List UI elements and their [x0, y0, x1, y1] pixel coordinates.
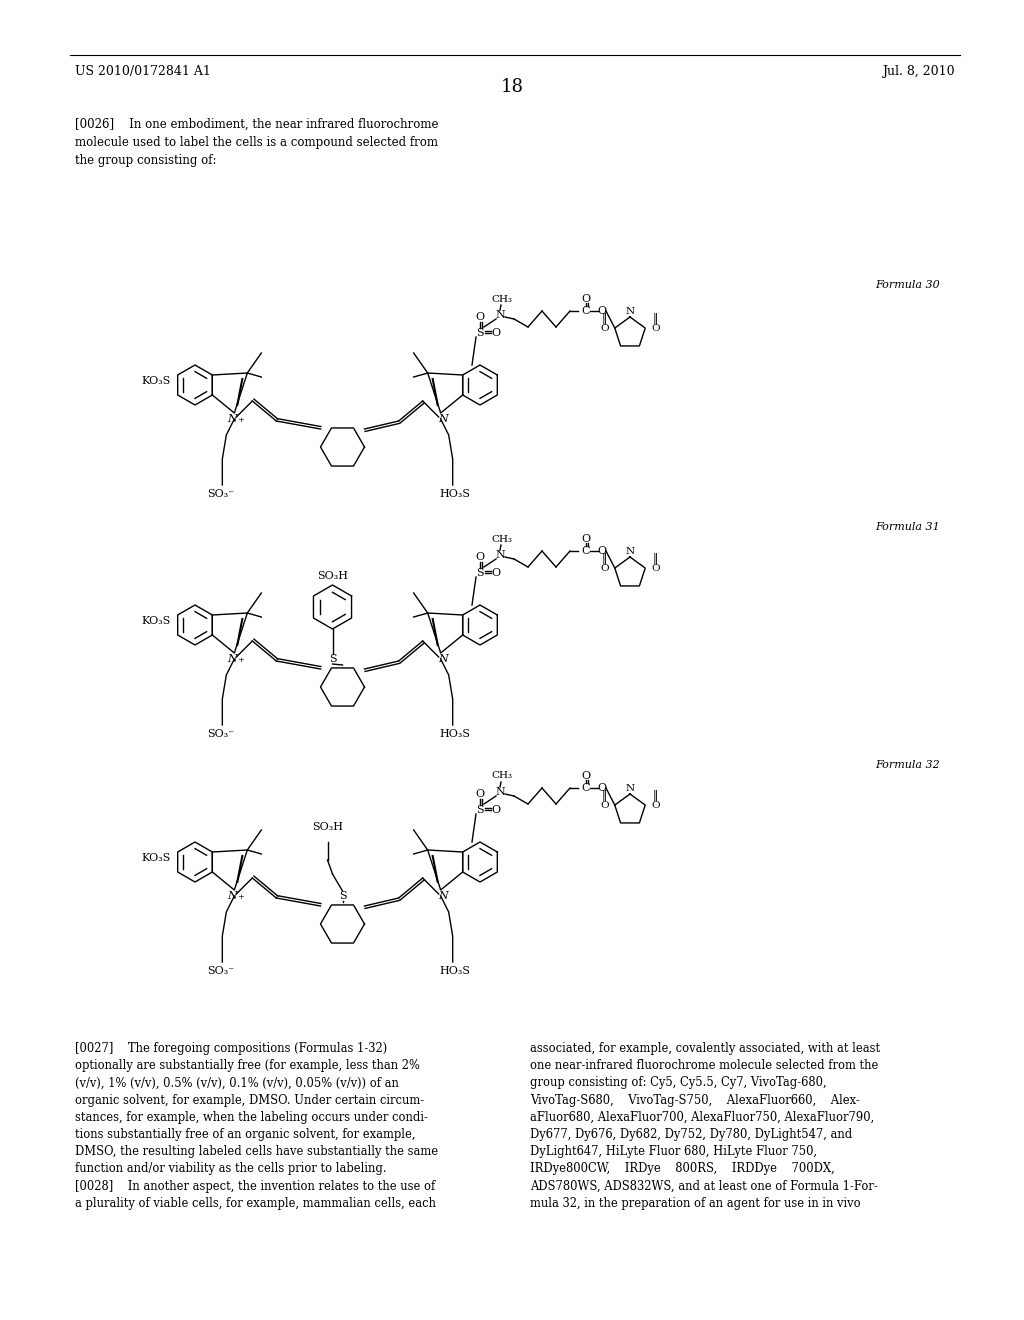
Text: N: N	[626, 784, 635, 793]
Text: N: N	[227, 414, 238, 424]
Text: ‖: ‖	[602, 789, 607, 801]
Text: C: C	[582, 546, 590, 556]
Text: SO₃⁻: SO₃⁻	[207, 966, 233, 975]
Text: S: S	[476, 805, 483, 814]
Text: S: S	[476, 327, 483, 338]
Text: US 2010/0172841 A1: US 2010/0172841 A1	[75, 65, 211, 78]
Text: 18: 18	[501, 78, 523, 96]
Text: O: O	[492, 805, 501, 814]
Text: Formula 31: Formula 31	[876, 521, 940, 532]
Text: N: N	[438, 891, 447, 902]
Text: C: C	[582, 306, 590, 315]
Text: N: N	[496, 310, 505, 319]
Text: KO₃S: KO₃S	[141, 376, 171, 385]
Text: O: O	[475, 552, 484, 562]
Text: O: O	[597, 783, 606, 793]
Text: ‖: ‖	[652, 552, 658, 564]
Text: O: O	[582, 771, 591, 781]
Text: O: O	[600, 800, 609, 809]
Text: O: O	[597, 306, 606, 315]
Text: S: S	[476, 568, 483, 578]
Text: +: +	[237, 656, 244, 664]
Text: HO₃S: HO₃S	[439, 966, 470, 975]
Text: N: N	[227, 653, 238, 664]
Text: N: N	[626, 308, 635, 315]
Text: SO₃H: SO₃H	[317, 572, 348, 581]
Text: Jul. 8, 2010: Jul. 8, 2010	[883, 65, 955, 78]
Text: associated, for example, covalently associated, with at least
one near-infrared : associated, for example, covalently asso…	[530, 1041, 880, 1210]
Text: S: S	[339, 891, 346, 902]
Text: +: +	[237, 416, 244, 424]
Text: O: O	[651, 800, 659, 809]
Text: Formula 32: Formula 32	[876, 760, 940, 770]
Text: N: N	[496, 787, 505, 797]
Text: O: O	[600, 323, 609, 333]
Text: SO₃⁻: SO₃⁻	[207, 729, 233, 739]
Text: O: O	[492, 327, 501, 338]
Text: KO₃S: KO₃S	[141, 616, 171, 626]
Text: O: O	[600, 564, 609, 573]
Text: O: O	[597, 546, 606, 556]
Text: CH₃: CH₃	[492, 771, 512, 780]
Text: SO₃⁻: SO₃⁻	[207, 488, 233, 499]
Text: N: N	[227, 891, 238, 902]
Text: N: N	[626, 546, 635, 556]
Text: +: +	[237, 894, 244, 902]
Text: ‖: ‖	[652, 313, 658, 323]
Text: O: O	[475, 312, 484, 322]
Text: O: O	[492, 568, 501, 578]
Text: O: O	[651, 323, 659, 333]
Text: N: N	[496, 550, 505, 560]
Text: ‖: ‖	[602, 552, 607, 564]
Text: HO₃S: HO₃S	[439, 488, 470, 499]
Text: Formula 30: Formula 30	[876, 280, 940, 290]
Text: ‖: ‖	[602, 313, 607, 323]
Text: [0027]    The foregoing compositions (Formulas 1-32)
optionally are substantiall: [0027] The foregoing compositions (Formu…	[75, 1041, 438, 1210]
Text: SO₃H: SO₃H	[312, 822, 343, 832]
Text: HO₃S: HO₃S	[439, 729, 470, 739]
Text: N: N	[438, 653, 447, 664]
Text: ‖: ‖	[652, 789, 658, 801]
Text: N: N	[438, 414, 447, 424]
Text: [0026]    In one embodiment, the near infrared fluorochrome
molecule used to lab: [0026] In one embodiment, the near infra…	[75, 117, 438, 168]
Text: CH₃: CH₃	[492, 535, 512, 544]
Text: O: O	[582, 294, 591, 304]
Text: S: S	[329, 653, 336, 664]
Text: O: O	[651, 564, 659, 573]
Text: CH₃: CH₃	[492, 294, 512, 304]
Text: O: O	[582, 535, 591, 544]
Text: KO₃S: KO₃S	[141, 853, 171, 863]
Text: C: C	[582, 783, 590, 793]
Text: O: O	[475, 789, 484, 799]
